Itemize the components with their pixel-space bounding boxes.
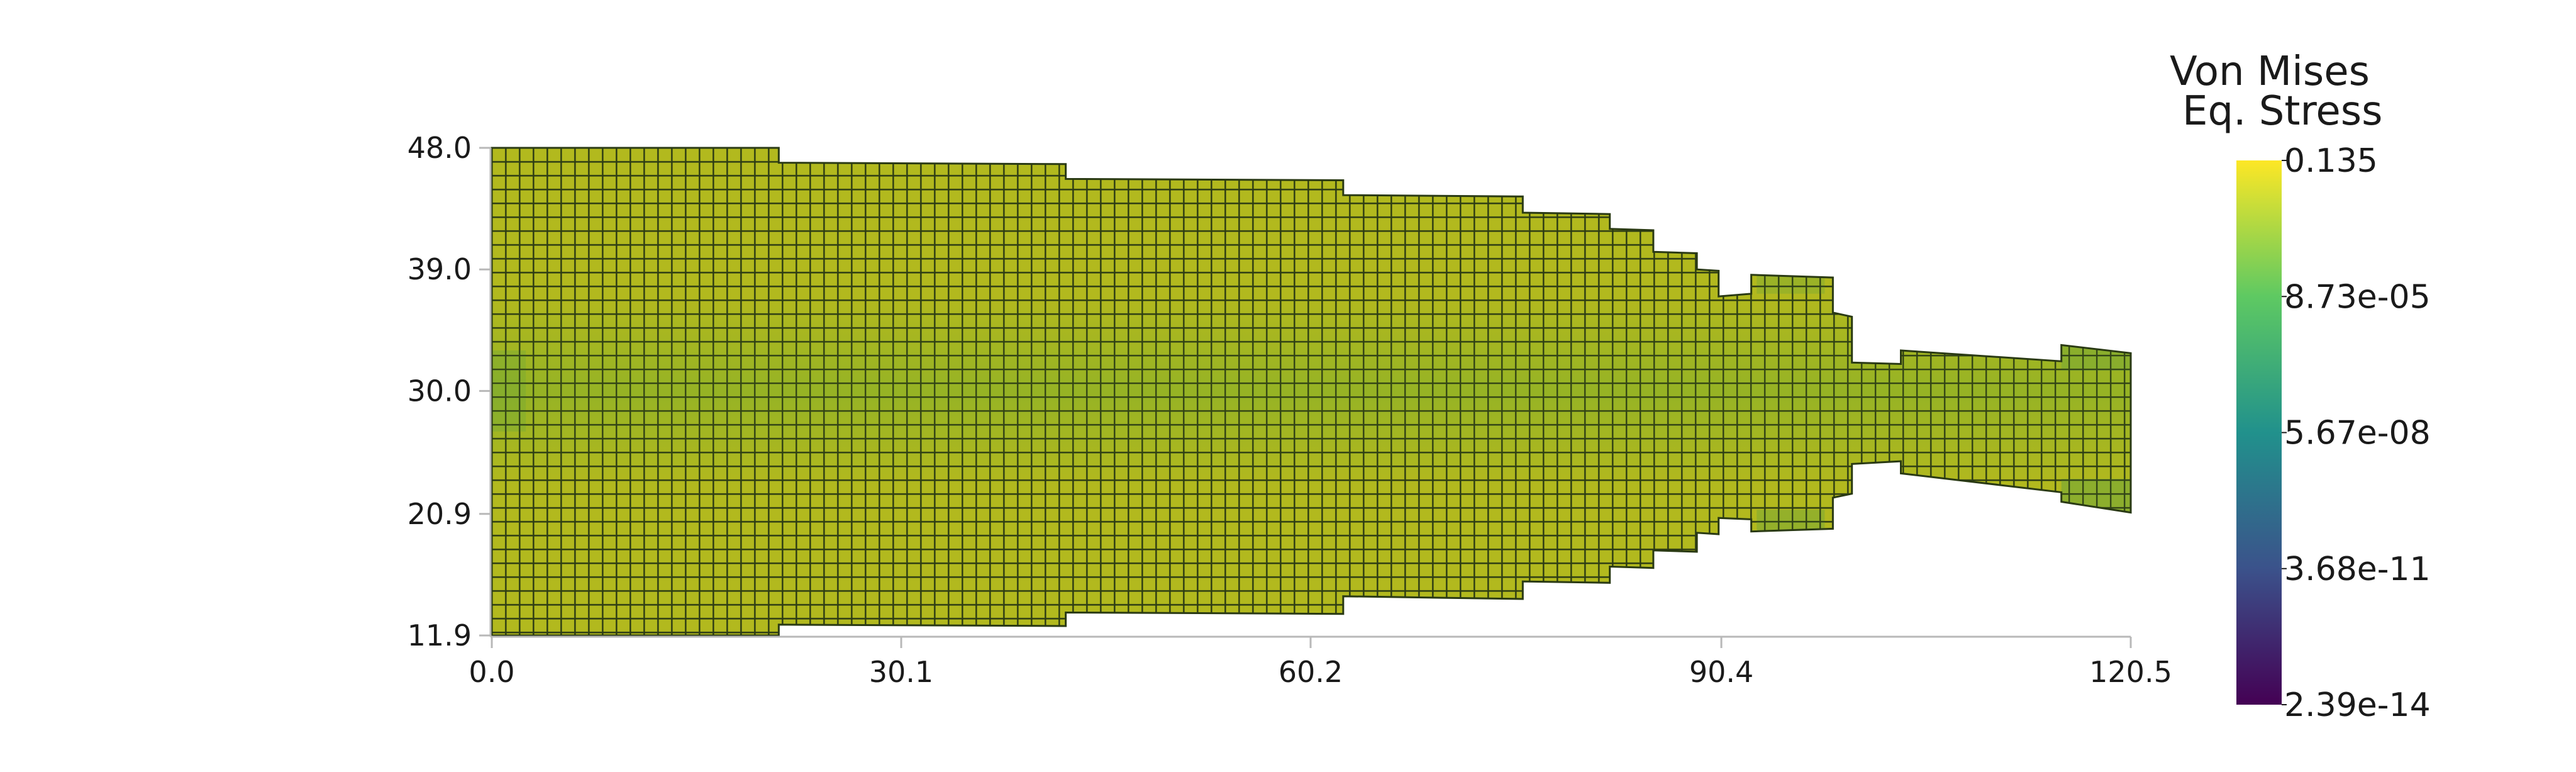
stress-patch-3 bbox=[1757, 274, 1825, 294]
mesh-outline bbox=[491, 147, 2132, 637]
x-tick-label: 120.5 bbox=[2089, 655, 2172, 689]
x-tick-label: 60.2 bbox=[1279, 655, 1343, 689]
colorbar-tick-label: 0.135 bbox=[2284, 142, 2378, 180]
colorbar-tick-label: 5.67e-08 bbox=[2284, 415, 2431, 452]
axes: 0.0 30.1 60.2 90.4 120.5 11.9 20.9 30.0 39.0 48.0 bbox=[408, 131, 2172, 689]
y-tick-label: 20.9 bbox=[408, 497, 472, 531]
colorbar-title-line: Eq. Stress bbox=[2182, 88, 2382, 135]
colorbar-tick-label: 8.73e-05 bbox=[2284, 278, 2431, 316]
y-tick-label: 30.0 bbox=[408, 374, 472, 408]
y-tick-label: 11.9 bbox=[408, 618, 472, 652]
center-stress-band bbox=[492, 296, 2131, 486]
y-tick-label: 48.0 bbox=[408, 131, 472, 165]
stress-patch-2 bbox=[1757, 510, 1825, 532]
y-tick-label: 39.0 bbox=[408, 252, 472, 286]
x-tick-label: 90.4 bbox=[1689, 655, 1753, 689]
colorbar-tick-label: 2.39e-14 bbox=[2284, 686, 2431, 724]
stress-patch-4 bbox=[492, 350, 526, 432]
colorbar bbox=[2236, 160, 2282, 705]
colorbar-title-line: Von Mises bbox=[2170, 48, 2370, 95]
colorbar-tick-label: 3.68e-11 bbox=[2284, 551, 2431, 588]
x-tick-label: 30.1 bbox=[869, 655, 933, 689]
stress-mesh bbox=[491, 147, 2132, 637]
x-tick-label: 0.0 bbox=[469, 655, 514, 689]
